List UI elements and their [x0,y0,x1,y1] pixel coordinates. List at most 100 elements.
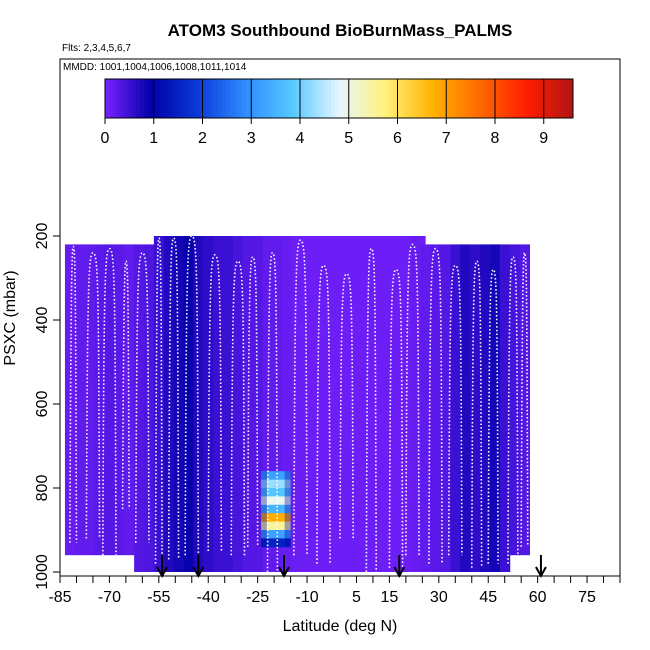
colorbar-segment [311,79,317,118]
flight-track [266,251,279,573]
colorbar-segment [237,79,242,118]
heatmap-cell [400,236,412,572]
colorbar-segment [518,79,523,118]
heatmap-cell [163,236,175,572]
colorbar-segment [229,79,235,118]
colorbar-tick-label: 7 [442,130,451,147]
y-axis: 200 400 600 800 1000 [34,223,60,590]
x-tick-label: -10 [295,589,318,606]
flight-track [154,237,163,564]
sounding-arrow-head [278,566,290,579]
heatmap-layer [64,236,531,572]
heatmap-cell [114,244,125,556]
flight-track [102,247,117,556]
flight-tracks-layer [69,235,529,573]
x-tick-label: -85 [48,589,71,606]
flight-track [167,237,180,560]
flight-track [246,256,259,547]
heatmap-cell [64,244,76,556]
colorbar-segment [413,79,418,118]
heatmap-cell [292,236,303,572]
sounding-arrow-head [156,566,168,579]
colorbar-segment [268,79,274,118]
x-tick-label: 45 [479,589,497,606]
colorbar-segment [108,79,114,118]
colorbar-segment [342,79,348,118]
colorbar-segment [179,79,184,118]
y-tick-label: 800 [34,475,51,502]
y-tick-label: 400 [34,307,51,334]
colorbar-segment [210,79,215,118]
colorbar-segment [140,79,145,118]
colorbar-segment [498,79,504,118]
colorbar-segment [288,79,293,118]
colorbar-tick-label: 1 [149,130,158,147]
colorbar-segment [483,79,488,118]
colorbar-tick-label: 6 [393,130,402,147]
colorbar-segment [292,79,297,118]
colorbar-segment [405,79,410,118]
colorbar-segment [225,79,231,118]
colorbar-segment [432,79,437,118]
colorbar-segment [420,79,426,118]
heatmap-cell [213,236,224,572]
colorbar-segment [163,79,168,118]
colorbar-segment [284,79,289,118]
flights-note: Flts: 2,3,4,5,6,7 [62,43,131,54]
colorbar-segment [116,79,122,118]
flight-track [121,260,130,510]
x-tick-label: 60 [529,589,547,606]
chart-title: ATOM3 Southbound BioBurnMass_PALMS [168,21,513,40]
colorbar-segment [401,79,406,118]
colorbar-segment [171,79,176,118]
colorbar-segment [514,79,519,118]
colorbar-segment [112,79,118,118]
colorbar-segment [448,79,453,118]
x-tick-label: 15 [381,589,399,606]
colorbar-segment [370,79,375,118]
colorbar-segment [190,79,196,118]
colorbar-segment [136,79,141,118]
colorbar-segment [561,79,566,118]
colorbar-segment [296,79,301,118]
flight-track [85,251,101,539]
heatmap-cell [272,236,283,572]
x-tick-label: 30 [430,589,448,606]
colorbar-segment [198,79,203,118]
colorbar-segment [315,79,320,118]
colorbar-segment [487,79,492,118]
x-axis-label: Latitude (deg N) [283,618,398,635]
flight-track [470,260,483,568]
colorbar-segment [522,79,527,118]
colorbar-segment [502,79,508,118]
hotspot-edge-shade [260,471,267,547]
colorbar-segment [463,79,469,118]
colorbar-segment [354,79,359,118]
colorbar-segment [389,79,395,118]
colorbar-segment [471,79,476,118]
colorbar-segment [144,79,149,118]
flight-track [447,264,463,556]
colorbar-segment [378,79,383,118]
hotspot-cell [260,488,291,497]
hotspot-cell [260,471,291,481]
colorbar-segment [327,79,332,118]
x-tick-label: -55 [147,589,170,606]
x-tick-label: -40 [197,589,220,606]
colorbar-segment [436,79,441,118]
colorbar-segment [491,79,496,118]
colorbar-tick-label: 2 [198,130,207,147]
colorbar-segment [409,79,414,118]
colorbar-segment [264,79,270,118]
colorbar-segment [506,79,512,118]
colorbar-segment [374,79,379,118]
heatmap-cell [480,244,491,572]
hotspot-cell [260,496,291,506]
flight-track [507,256,519,564]
colorbar-segment [323,79,328,118]
colorbar-segment [276,79,281,118]
colorbar-segment [175,79,180,118]
heatmap-cell [460,244,471,572]
heatmap-cell [252,236,264,572]
flight-track [520,251,529,547]
